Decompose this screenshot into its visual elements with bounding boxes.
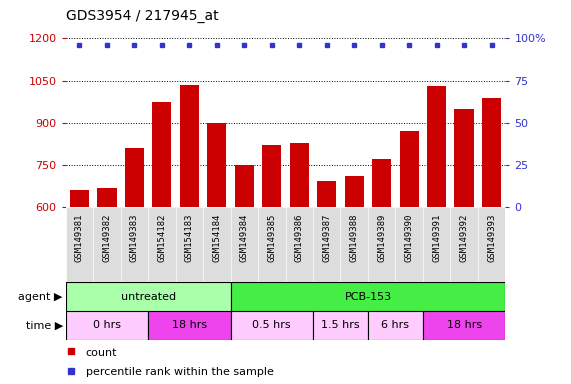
- Text: 18 hrs: 18 hrs: [172, 320, 207, 331]
- Bar: [455, 109, 474, 207]
- Bar: [262, 146, 282, 207]
- Bar: [423, 311, 505, 340]
- Bar: [427, 86, 447, 207]
- Bar: [317, 180, 336, 207]
- Text: GSM154182: GSM154182: [158, 214, 166, 262]
- Text: GSM154183: GSM154183: [185, 214, 194, 262]
- Bar: [207, 123, 227, 207]
- Text: GSM149384: GSM149384: [240, 214, 249, 262]
- Text: untreated: untreated: [120, 291, 176, 302]
- Bar: [148, 311, 231, 340]
- Text: count: count: [86, 348, 117, 358]
- Text: GSM149392: GSM149392: [460, 214, 469, 262]
- Bar: [152, 102, 171, 207]
- Text: GSM149381: GSM149381: [75, 214, 84, 262]
- Bar: [231, 311, 313, 340]
- Bar: [231, 282, 505, 311]
- Bar: [70, 190, 89, 207]
- Bar: [482, 98, 501, 207]
- Text: PCB-153: PCB-153: [344, 291, 392, 302]
- Text: 18 hrs: 18 hrs: [447, 320, 482, 331]
- Text: GSM149393: GSM149393: [487, 214, 496, 262]
- Text: agent ▶: agent ▶: [18, 291, 63, 302]
- Text: GSM149386: GSM149386: [295, 214, 304, 262]
- Bar: [124, 148, 144, 207]
- Text: GSM149387: GSM149387: [322, 214, 331, 262]
- Text: GSM154184: GSM154184: [212, 214, 222, 262]
- Text: GDS3954 / 217945_at: GDS3954 / 217945_at: [66, 9, 218, 23]
- Text: GSM149388: GSM149388: [349, 214, 359, 262]
- Bar: [313, 311, 368, 340]
- Bar: [344, 176, 364, 207]
- Bar: [400, 131, 419, 207]
- Text: GSM149391: GSM149391: [432, 214, 441, 262]
- Bar: [66, 311, 148, 340]
- Text: GSM149382: GSM149382: [102, 214, 111, 262]
- Bar: [289, 142, 309, 207]
- Text: GSM149390: GSM149390: [405, 214, 413, 262]
- Text: GSM149383: GSM149383: [130, 214, 139, 262]
- Bar: [97, 188, 116, 207]
- Text: 0.5 hrs: 0.5 hrs: [252, 320, 291, 331]
- Bar: [66, 282, 231, 311]
- Bar: [235, 165, 254, 207]
- Text: 6 hrs: 6 hrs: [381, 320, 409, 331]
- Text: GSM149385: GSM149385: [267, 214, 276, 262]
- Bar: [372, 159, 391, 207]
- Text: time ▶: time ▶: [26, 320, 63, 331]
- Bar: [180, 85, 199, 207]
- Text: percentile rank within the sample: percentile rank within the sample: [86, 367, 274, 377]
- Text: 0 hrs: 0 hrs: [93, 320, 121, 331]
- Text: GSM149389: GSM149389: [377, 214, 386, 262]
- Bar: [368, 311, 423, 340]
- Text: 1.5 hrs: 1.5 hrs: [321, 320, 360, 331]
